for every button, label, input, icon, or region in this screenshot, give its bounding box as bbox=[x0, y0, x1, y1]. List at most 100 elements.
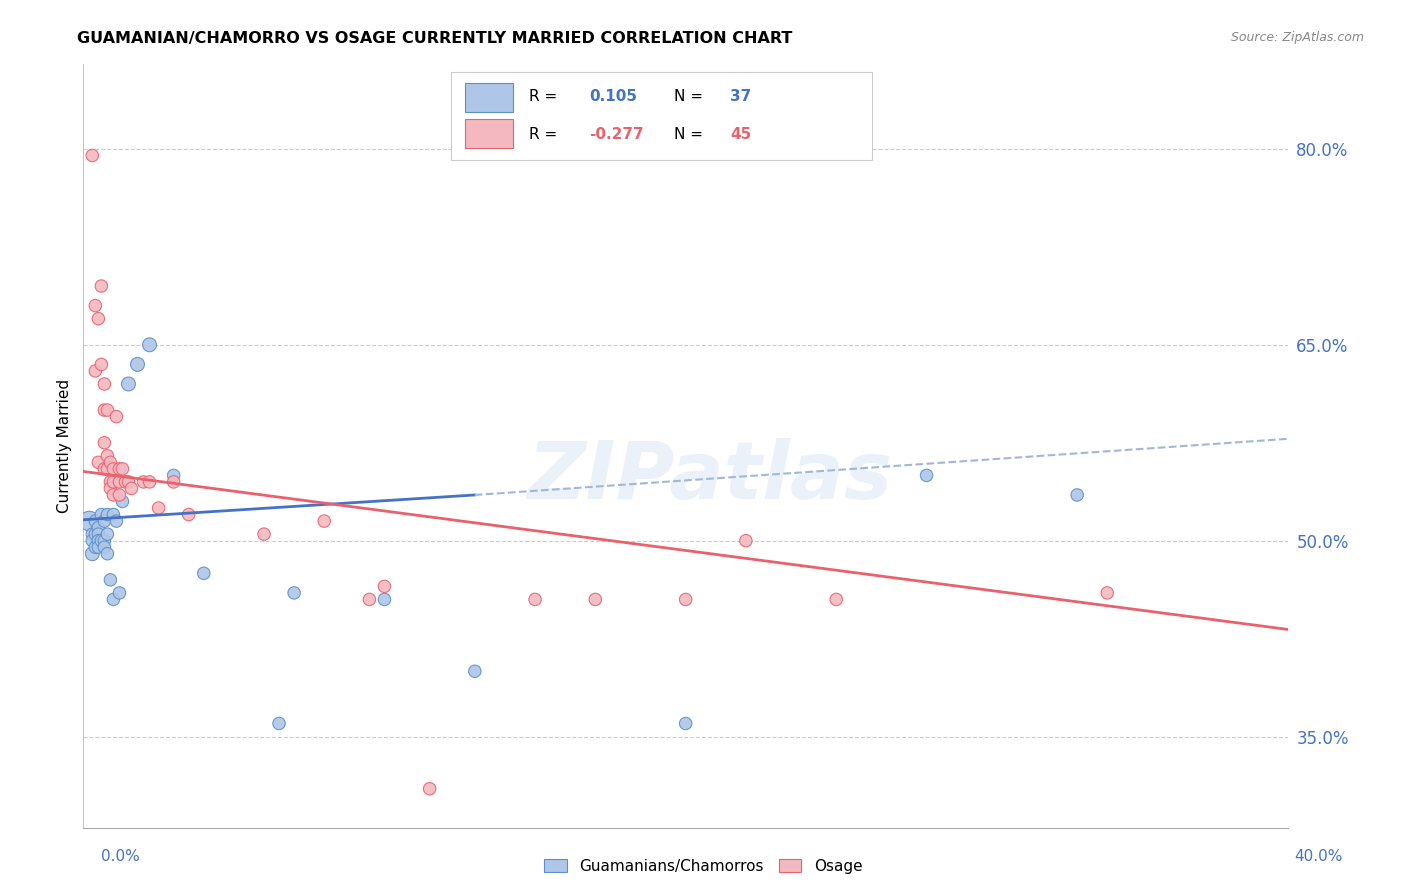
Y-axis label: Currently Married: Currently Married bbox=[58, 379, 72, 513]
Legend: Guamanians/Chamorros, Osage: Guamanians/Chamorros, Osage bbox=[537, 853, 869, 880]
Point bbox=[96, 403, 118, 417]
Point bbox=[373, 592, 395, 607]
Point bbox=[93, 403, 115, 417]
Point bbox=[253, 527, 276, 541]
Text: 0.0%: 0.0% bbox=[101, 849, 141, 864]
Point bbox=[675, 592, 697, 607]
Point bbox=[84, 514, 107, 528]
Point bbox=[734, 533, 756, 548]
Point bbox=[283, 586, 305, 600]
Point bbox=[105, 409, 128, 424]
Point bbox=[193, 566, 215, 581]
Point bbox=[111, 462, 134, 476]
Point bbox=[114, 475, 136, 489]
Point bbox=[359, 592, 381, 607]
Point bbox=[96, 462, 118, 476]
FancyBboxPatch shape bbox=[465, 83, 513, 112]
Point bbox=[100, 573, 122, 587]
Text: -0.277: -0.277 bbox=[589, 127, 644, 142]
Point bbox=[96, 547, 118, 561]
Point bbox=[177, 508, 200, 522]
Text: 37: 37 bbox=[730, 89, 751, 104]
Point bbox=[825, 592, 848, 607]
Point bbox=[267, 716, 290, 731]
Point bbox=[87, 455, 110, 469]
Point bbox=[148, 501, 170, 516]
Point bbox=[103, 508, 125, 522]
Point bbox=[524, 592, 547, 607]
Point bbox=[117, 475, 139, 489]
Point bbox=[132, 475, 155, 489]
Point bbox=[93, 462, 115, 476]
Point bbox=[419, 781, 441, 796]
Point bbox=[96, 508, 118, 522]
Point bbox=[103, 592, 125, 607]
Point bbox=[373, 579, 395, 593]
Point bbox=[103, 462, 125, 476]
Point bbox=[90, 508, 112, 522]
Point bbox=[915, 468, 938, 483]
Point bbox=[100, 455, 122, 469]
Point bbox=[100, 475, 122, 489]
FancyBboxPatch shape bbox=[465, 119, 513, 148]
Text: R =: R = bbox=[529, 89, 562, 104]
Point bbox=[105, 514, 128, 528]
Point bbox=[87, 533, 110, 548]
Point bbox=[93, 533, 115, 548]
Point bbox=[163, 468, 186, 483]
Point bbox=[138, 475, 160, 489]
Point bbox=[314, 514, 336, 528]
Point bbox=[82, 533, 104, 548]
Text: ZIPatlas: ZIPatlas bbox=[527, 438, 893, 516]
Point bbox=[675, 716, 697, 731]
Text: GUAMANIAN/CHAMORRO VS OSAGE CURRENTLY MARRIED CORRELATION CHART: GUAMANIAN/CHAMORRO VS OSAGE CURRENTLY MA… bbox=[77, 31, 793, 46]
Point bbox=[93, 435, 115, 450]
Point bbox=[945, 840, 967, 855]
Text: 40.0%: 40.0% bbox=[1295, 849, 1343, 864]
Text: 45: 45 bbox=[730, 127, 751, 142]
Point bbox=[84, 364, 107, 378]
Point bbox=[108, 475, 131, 489]
Point bbox=[90, 279, 112, 293]
Point bbox=[90, 533, 112, 548]
Point bbox=[93, 540, 115, 554]
Point bbox=[163, 475, 186, 489]
Point bbox=[90, 358, 112, 372]
Point bbox=[82, 148, 104, 162]
Point bbox=[117, 376, 139, 391]
Point bbox=[82, 547, 104, 561]
Point bbox=[79, 514, 101, 528]
Point bbox=[87, 311, 110, 326]
Point bbox=[464, 665, 486, 679]
Point bbox=[1066, 488, 1088, 502]
Point bbox=[87, 520, 110, 534]
Point bbox=[96, 527, 118, 541]
Text: N =: N = bbox=[673, 127, 707, 142]
Text: R =: R = bbox=[529, 127, 562, 142]
FancyBboxPatch shape bbox=[451, 71, 872, 160]
Point bbox=[100, 482, 122, 496]
Text: Source: ZipAtlas.com: Source: ZipAtlas.com bbox=[1230, 31, 1364, 45]
Point bbox=[108, 586, 131, 600]
Point bbox=[127, 358, 149, 372]
Point bbox=[108, 488, 131, 502]
Point bbox=[103, 488, 125, 502]
Point bbox=[93, 514, 115, 528]
Text: 0.105: 0.105 bbox=[589, 89, 637, 104]
Point bbox=[96, 449, 118, 463]
Point bbox=[93, 376, 115, 391]
Text: N =: N = bbox=[673, 89, 707, 104]
Point bbox=[103, 475, 125, 489]
Point bbox=[87, 527, 110, 541]
Point bbox=[138, 338, 160, 352]
Point bbox=[583, 592, 606, 607]
Point bbox=[84, 540, 107, 554]
Point bbox=[1097, 586, 1119, 600]
Point bbox=[82, 527, 104, 541]
Point bbox=[108, 462, 131, 476]
Point bbox=[84, 299, 107, 313]
Point bbox=[84, 527, 107, 541]
Point bbox=[87, 540, 110, 554]
Point bbox=[121, 482, 143, 496]
Point bbox=[111, 494, 134, 508]
